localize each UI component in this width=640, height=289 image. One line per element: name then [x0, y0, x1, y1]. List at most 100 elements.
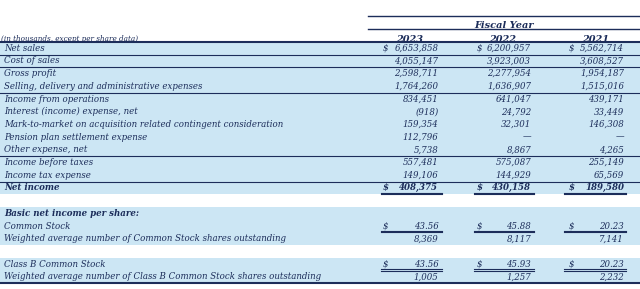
Text: 20.23: 20.23: [599, 222, 624, 231]
Bar: [0, 181, 640, 194]
Text: —: —: [616, 133, 624, 142]
Text: 834,451: 834,451: [403, 95, 438, 103]
Text: $: $: [568, 222, 574, 231]
Text: 1,005: 1,005: [413, 272, 438, 281]
Text: 2,598,711: 2,598,711: [394, 69, 438, 78]
Text: Pension plan settlement expense: Pension plan settlement expense: [4, 133, 147, 142]
Text: $: $: [477, 44, 483, 53]
Text: 2,277,954: 2,277,954: [487, 69, 531, 78]
Text: 439,171: 439,171: [588, 95, 624, 103]
Bar: [0, 271, 640, 283]
Text: $: $: [477, 260, 483, 269]
Text: $: $: [383, 260, 388, 269]
Text: 32,301: 32,301: [501, 120, 531, 129]
Text: 1,515,016: 1,515,016: [580, 82, 624, 91]
Text: Weighted average number of Class B Common Stock shares outstanding: Weighted average number of Class B Commo…: [4, 272, 321, 281]
Bar: [0, 220, 640, 232]
Text: 1,636,907: 1,636,907: [487, 82, 531, 91]
Text: 2022: 2022: [489, 35, 516, 44]
Text: 45.93: 45.93: [506, 260, 531, 269]
Text: 45.88: 45.88: [506, 222, 531, 231]
Text: 8,369: 8,369: [413, 234, 438, 243]
Text: 255,149: 255,149: [588, 158, 624, 167]
Text: $: $: [383, 222, 388, 231]
Text: 43.56: 43.56: [413, 260, 438, 269]
Text: Income from operations: Income from operations: [4, 95, 109, 103]
Text: Fiscal Year: Fiscal Year: [474, 21, 534, 30]
Text: Mark-to-market on acquisition related contingent consideration: Mark-to-market on acquisition related co…: [4, 120, 283, 129]
Text: 159,354: 159,354: [403, 120, 438, 129]
Text: $: $: [568, 260, 574, 269]
Text: Weighted average number of Common Stock shares outstanding: Weighted average number of Common Stock …: [4, 234, 286, 243]
Text: 8,117: 8,117: [506, 234, 531, 243]
Bar: [0, 67, 640, 80]
Bar: [0, 144, 640, 156]
Bar: [0, 93, 640, 105]
Text: 1,954,187: 1,954,187: [580, 69, 624, 78]
Text: Income before taxes: Income before taxes: [4, 158, 93, 167]
Text: (in thousands, except per share data): (in thousands, except per share data): [1, 35, 138, 43]
Text: Class B Common Stock: Class B Common Stock: [4, 260, 106, 269]
Bar: [0, 105, 640, 118]
Bar: [0, 131, 640, 144]
Text: $: $: [477, 184, 483, 192]
Text: 430,158: 430,158: [492, 184, 531, 192]
Text: 7,141: 7,141: [599, 234, 624, 243]
Text: $: $: [383, 184, 388, 192]
Text: 112,796: 112,796: [403, 133, 438, 142]
Text: $: $: [477, 222, 483, 231]
Text: 8,867: 8,867: [506, 145, 531, 154]
Text: Net income: Net income: [4, 184, 60, 192]
Text: 408,375: 408,375: [399, 184, 438, 192]
Bar: [0, 207, 640, 220]
Text: 575,087: 575,087: [495, 158, 531, 167]
Text: 3,923,003: 3,923,003: [487, 56, 531, 65]
Text: 1,257: 1,257: [506, 272, 531, 281]
Bar: [0, 42, 640, 55]
Text: Cost of sales: Cost of sales: [4, 56, 60, 65]
Bar: [0, 194, 640, 207]
Text: 6,200,957: 6,200,957: [487, 44, 531, 53]
Text: Common Stock: Common Stock: [4, 222, 70, 231]
Text: 641,047: 641,047: [495, 95, 531, 103]
Text: 1,764,260: 1,764,260: [394, 82, 438, 91]
Text: (918): (918): [415, 107, 438, 116]
Bar: [0, 156, 640, 169]
Bar: [0, 169, 640, 181]
Text: 189,580: 189,580: [585, 184, 624, 192]
Text: 4,055,147: 4,055,147: [394, 56, 438, 65]
Bar: [0, 258, 640, 271]
Text: 2023: 2023: [396, 35, 423, 44]
Text: $: $: [383, 44, 388, 53]
Text: Other expense, net: Other expense, net: [4, 145, 87, 154]
Text: 557,481: 557,481: [403, 158, 438, 167]
Text: 2021: 2021: [582, 35, 609, 44]
Bar: [0, 245, 640, 258]
Text: Basic net income per share:: Basic net income per share:: [4, 209, 139, 218]
Bar: [0, 118, 640, 131]
Text: 33,449: 33,449: [594, 107, 624, 116]
Text: $: $: [568, 184, 574, 192]
Text: 146,308: 146,308: [588, 120, 624, 129]
Text: 6,653,858: 6,653,858: [394, 44, 438, 53]
Text: 20.23: 20.23: [599, 260, 624, 269]
Text: 149,106: 149,106: [403, 171, 438, 180]
Bar: [0, 232, 640, 245]
Text: 65,569: 65,569: [594, 171, 624, 180]
Text: Income tax expense: Income tax expense: [4, 171, 91, 180]
Text: 5,562,714: 5,562,714: [580, 44, 624, 53]
Text: 24,792: 24,792: [501, 107, 531, 116]
Text: 5,738: 5,738: [413, 145, 438, 154]
Text: Selling, delivery and administrative expenses: Selling, delivery and administrative exp…: [4, 82, 202, 91]
Bar: [0, 80, 640, 93]
Text: —: —: [523, 133, 531, 142]
Text: 3,608,527: 3,608,527: [580, 56, 624, 65]
Text: 4,265: 4,265: [599, 145, 624, 154]
Text: 2,232: 2,232: [599, 272, 624, 281]
Text: 43.56: 43.56: [413, 222, 438, 231]
Text: Gross profit: Gross profit: [4, 69, 56, 78]
Text: 144,929: 144,929: [495, 171, 531, 180]
Text: Net sales: Net sales: [4, 44, 44, 53]
Text: $: $: [568, 44, 574, 53]
Text: Interest (income) expense, net: Interest (income) expense, net: [4, 107, 138, 116]
